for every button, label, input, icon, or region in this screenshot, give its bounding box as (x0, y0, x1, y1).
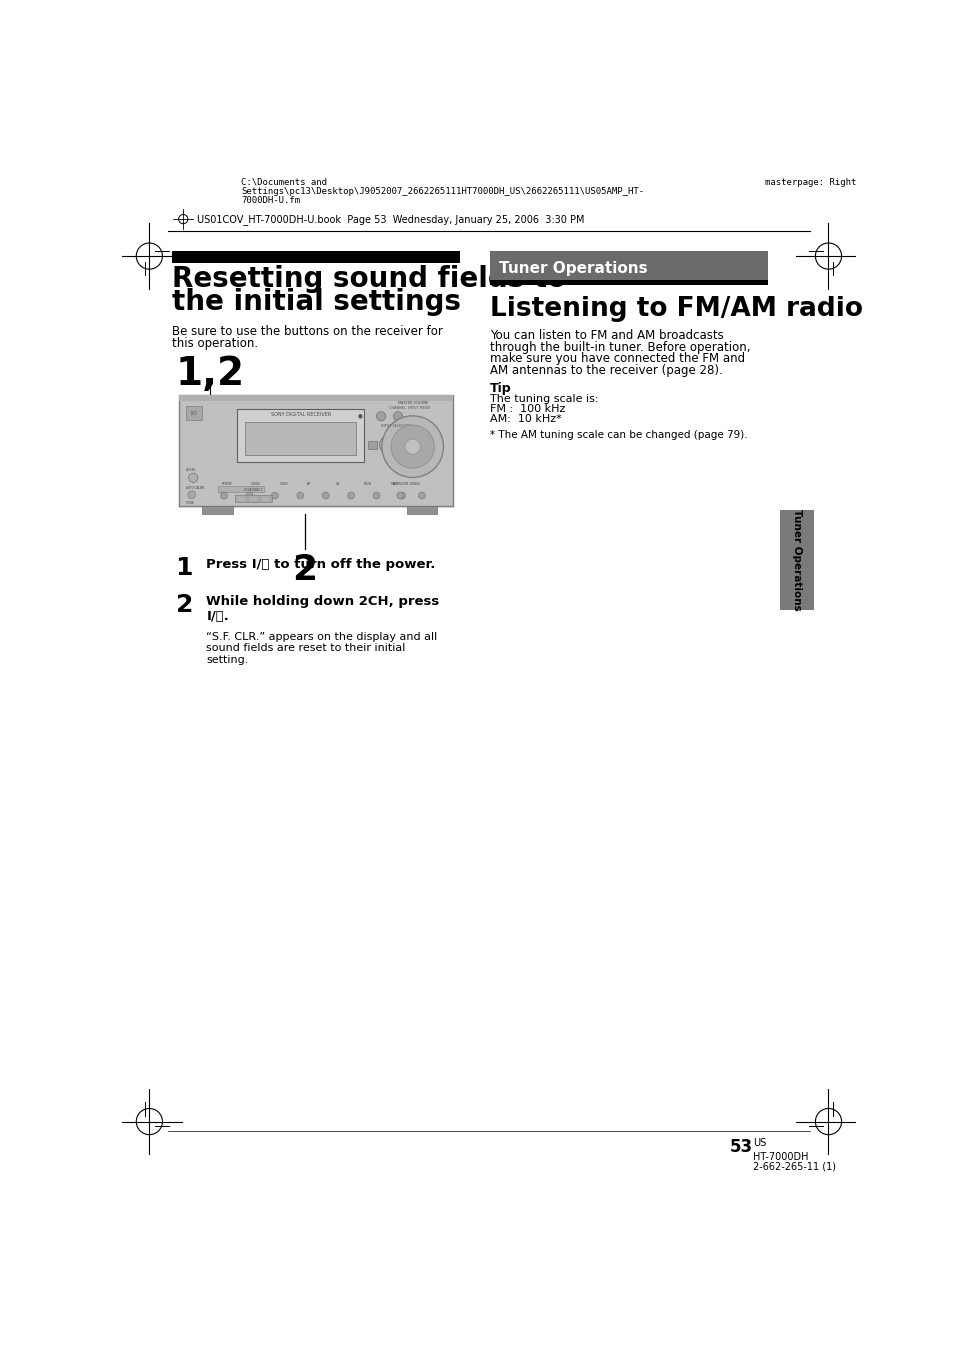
Text: You can listen to FM and AM broadcasts: You can listen to FM and AM broadcasts (489, 329, 722, 342)
Text: Tuner Operations: Tuner Operations (498, 262, 647, 277)
Circle shape (271, 492, 278, 499)
Text: 1: 1 (175, 557, 193, 580)
Circle shape (405, 439, 420, 454)
Circle shape (373, 492, 379, 499)
Text: 1,2: 1,2 (175, 355, 244, 393)
Circle shape (246, 492, 253, 499)
Text: SONY DIGITAL RECEIVER: SONY DIGITAL RECEIVER (271, 412, 331, 417)
Bar (489, 251, 767, 285)
Bar (489, 280, 767, 285)
Bar (185, 406, 202, 420)
Circle shape (393, 412, 402, 421)
Text: setting.: setting. (206, 655, 249, 664)
Text: MASTER VOLUME: MASTER VOLUME (397, 401, 428, 405)
Text: make sure you have connected the FM and: make sure you have connected the FM and (489, 352, 744, 366)
Circle shape (220, 492, 227, 499)
Bar (245, 423, 356, 454)
Text: 53: 53 (729, 1139, 752, 1157)
Text: I/⏽.: I/⏽. (206, 610, 229, 623)
Bar (172, 251, 460, 263)
Bar (202, 506, 233, 514)
Bar (234, 495, 272, 502)
Text: I/O: I/O (191, 411, 197, 416)
Text: INPUT SELECTOR: INPUT SELECTOR (381, 424, 411, 428)
Text: S.A.: S.A. (335, 481, 340, 486)
Bar (406, 506, 436, 514)
Bar (237, 409, 364, 462)
Text: 2-662-265-11 (1): 2-662-265-11 (1) (752, 1162, 835, 1172)
Text: While holding down 2CH, press: While holding down 2CH, press (206, 595, 439, 608)
Circle shape (379, 435, 397, 454)
Text: Listening to FM/AM radio: Listening to FM/AM radio (489, 296, 862, 322)
Text: sound fields are reset to their initial: sound fields are reset to their initial (206, 644, 405, 653)
Text: US: US (752, 1139, 765, 1148)
Text: HT-7000DH: HT-7000DH (752, 1153, 808, 1162)
Text: Settings\pc13\Desktop\J9052007_2662265111HT7000DH_US\2662265111\US05AMP_HT-: Settings\pc13\Desktop\J9052007_266226511… (241, 187, 643, 196)
Text: this operation.: this operation. (172, 337, 257, 351)
Text: LEVEL: LEVEL (185, 468, 196, 472)
Bar (780, 510, 813, 610)
Text: ●: ● (357, 413, 362, 419)
Text: MUSIC: MUSIC (393, 481, 400, 486)
Circle shape (376, 412, 385, 421)
Bar (236, 495, 245, 502)
Text: “S.F. CLR.” appears on the display and all: “S.F. CLR.” appears on the display and a… (206, 632, 437, 642)
Text: C:\Documents and: C:\Documents and (241, 177, 327, 187)
Circle shape (398, 492, 405, 499)
Text: TUNER: TUNER (278, 481, 287, 486)
Text: AM:  10 kHz*: AM: 10 kHz* (489, 413, 561, 424)
Text: The tuning scale is:: The tuning scale is: (489, 394, 598, 404)
Bar (261, 495, 270, 502)
Text: MOVIE: MOVIE (364, 481, 372, 486)
Text: CHANNEL  INPUT MODE: CHANNEL INPUT MODE (389, 406, 430, 411)
Text: * The AM tuning scale can be changed (page 79).: * The AM tuning scale can be changed (pa… (489, 430, 746, 441)
Circle shape (189, 473, 197, 483)
Bar (179, 394, 453, 401)
Text: 2: 2 (292, 552, 316, 587)
Text: Tuner Operations: Tuner Operations (791, 509, 801, 611)
Text: BACK SCENE  BONUS: BACK SCENE BONUS (391, 481, 419, 486)
Circle shape (322, 492, 329, 499)
Text: Resetting sound fields to: Resetting sound fields to (172, 266, 565, 293)
Text: AM antennas to the receiver (page 28).: AM antennas to the receiver (page 28). (489, 364, 721, 376)
Text: US01COV_HT-7000DH-U.book  Page 53  Wednesday, January 25, 2006  3:30 PM: US01COV_HT-7000DH-U.book Page 53 Wednesd… (197, 214, 584, 225)
Circle shape (396, 492, 403, 499)
Text: FM :  100 kHz: FM : 100 kHz (489, 404, 564, 413)
Text: Press I/⏽ to turn off the power.: Press I/⏽ to turn off the power. (206, 558, 436, 572)
Bar (179, 394, 453, 506)
Bar (368, 441, 376, 449)
Text: AUTO CALIBR.: AUTO CALIBR. (185, 486, 205, 490)
Circle shape (296, 492, 303, 499)
Text: 2: 2 (175, 593, 193, 618)
Bar (249, 495, 257, 502)
Text: 7000DH-U.fm: 7000DH-U.fm (241, 196, 300, 205)
Circle shape (418, 492, 425, 499)
Circle shape (188, 491, 195, 499)
Text: 2CH/A.DIRECT: 2CH/A.DIRECT (243, 488, 263, 492)
Text: AM: AM (307, 481, 311, 486)
Text: Tip: Tip (489, 382, 511, 394)
Text: masterpage: Right: masterpage: Right (763, 177, 855, 187)
Circle shape (347, 492, 355, 499)
Bar (217, 486, 264, 491)
Text: SCENE: SCENE (185, 501, 194, 505)
Text: through the built-in tuner. Before operation,: through the built-in tuner. Before opera… (489, 341, 749, 353)
Text: MEMORY: MEMORY (221, 481, 233, 486)
Text: Be sure to use the buttons on the receiver for: Be sure to use the buttons on the receiv… (172, 326, 442, 338)
Text: TUNING: TUNING (250, 481, 260, 486)
Text: the initial settings: the initial settings (172, 288, 460, 316)
Circle shape (391, 426, 434, 468)
Circle shape (381, 416, 443, 477)
